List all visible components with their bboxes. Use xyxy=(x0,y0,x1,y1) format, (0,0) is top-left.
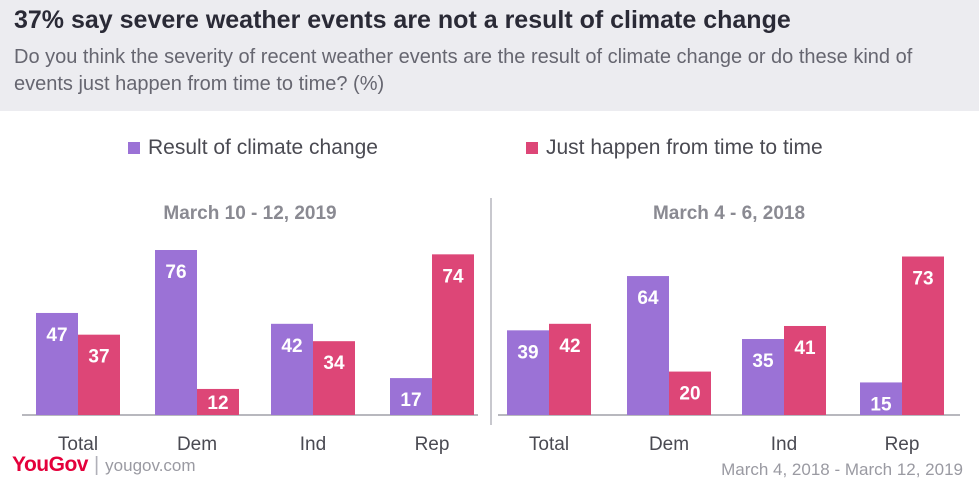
data-label: 12 xyxy=(207,393,228,414)
data-label: 47 xyxy=(46,325,67,346)
category-label: Total xyxy=(529,434,569,455)
bar-ind-time xyxy=(313,341,355,415)
data-label: 74 xyxy=(442,266,464,287)
data-label: 15 xyxy=(870,394,892,415)
bar-rep-climate xyxy=(390,378,432,415)
bar-dem-time xyxy=(669,371,711,415)
bar-dem-climate xyxy=(155,250,197,415)
panel-title: March 10 - 12, 2019 xyxy=(163,203,336,224)
yougov-logo: YouGov | yougov.com xyxy=(12,453,196,477)
category-label: Ind xyxy=(300,434,326,455)
logo-url: yougov.com xyxy=(105,456,196,475)
data-label: 64 xyxy=(637,288,659,309)
data-label: 76 xyxy=(165,262,186,283)
legend: Result of climate change Just happen fro… xyxy=(0,136,979,160)
bar-rep-climate xyxy=(860,382,902,415)
category-label: Rep xyxy=(885,434,920,455)
data-label: 20 xyxy=(679,384,700,405)
header: 37% say severe weather events are not a … xyxy=(0,0,979,111)
bar-total-time xyxy=(78,334,120,415)
bar-rep-time xyxy=(432,254,474,415)
panel-title: March 4 - 6, 2018 xyxy=(653,203,805,224)
bar-total-climate xyxy=(507,330,549,415)
footer-date-range: March 4, 2018 - March 12, 2019 xyxy=(721,460,963,479)
data-label: 39 xyxy=(517,342,538,363)
category-label: Rep xyxy=(415,434,450,455)
logo-separator: | xyxy=(93,454,100,476)
legend-label-time: Just happen from time to time xyxy=(546,136,823,159)
bar-total-time xyxy=(549,323,591,415)
bar-ind-climate xyxy=(742,339,784,415)
bar-rep-time xyxy=(902,256,944,415)
bar-ind-time xyxy=(784,325,826,415)
bar-dem-climate xyxy=(627,276,669,415)
category-label: Total xyxy=(58,434,98,455)
data-label: 41 xyxy=(794,338,816,359)
data-label: 37 xyxy=(88,347,109,368)
legend-label-climate: Result of climate change xyxy=(148,136,378,159)
data-label: 35 xyxy=(752,351,774,372)
bar-ind-climate xyxy=(271,323,313,415)
category-label: Ind xyxy=(771,434,797,455)
data-label: 73 xyxy=(912,269,933,290)
chart-subtitle: Do you think the severity of recent weat… xyxy=(14,46,913,95)
legend-swatch-climate xyxy=(128,142,140,154)
bar-total-climate xyxy=(36,312,78,415)
data-label: 34 xyxy=(323,353,345,374)
data-label: 42 xyxy=(281,336,302,357)
legend-item-climate: Result of climate change xyxy=(128,136,378,160)
legend-item-time: Just happen from time to time xyxy=(526,136,823,160)
category-label: Dem xyxy=(177,434,217,455)
data-label: 17 xyxy=(400,390,421,411)
data-label: 42 xyxy=(559,336,580,357)
category-label: Dem xyxy=(649,434,689,455)
logo-text: YouGov xyxy=(12,453,88,476)
legend-swatch-time xyxy=(526,142,538,154)
bar-dem-time xyxy=(197,388,239,415)
chart-title: 37% say severe weather events are not a … xyxy=(14,6,791,34)
